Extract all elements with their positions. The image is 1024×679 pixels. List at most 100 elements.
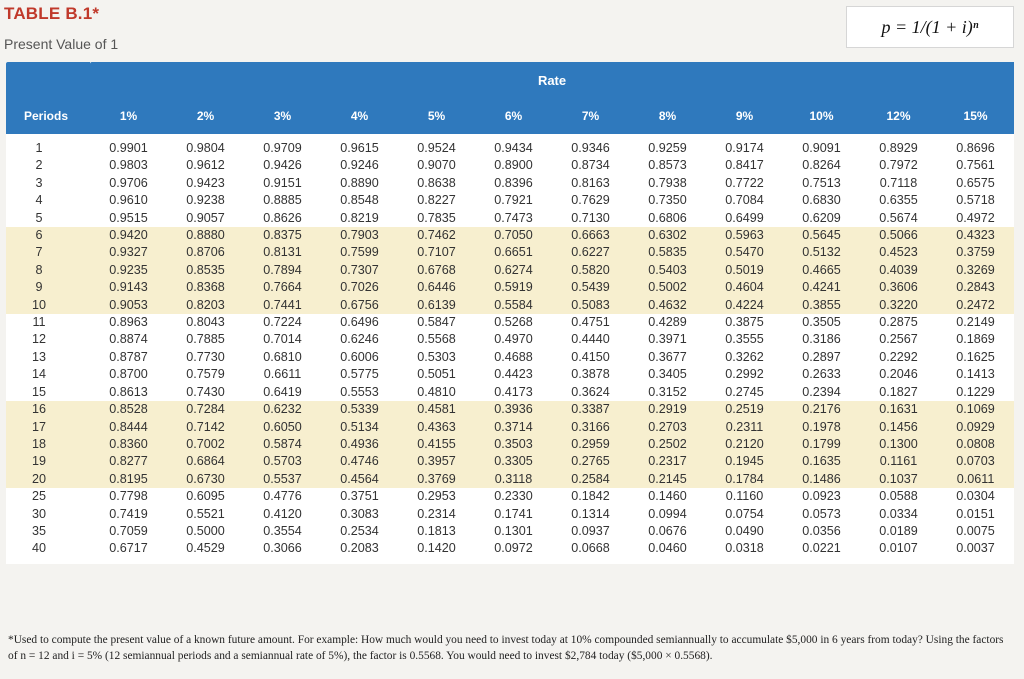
value-cell: 0.9143: [90, 279, 167, 297]
value-cell: 0.7284: [167, 401, 244, 419]
present-value-table: Rate Periods 1% 2% 3% 4% 5% 6% 7% 8% 9% 10% 12% 15%…: [6, 62, 1015, 564]
value-cell: 0.6499: [725, 210, 764, 225]
value-cell: 0.3971: [648, 332, 687, 347]
value-cell: 0.5537: [244, 470, 321, 489]
table-row: 4 0.9610 0.9238 0.8885 0.8548 0.8227 0.7921 0.7…: [6, 192, 1014, 209]
value-cell: 0.4224: [706, 296, 783, 315]
value-cell: 0.3066: [263, 541, 302, 556]
value-cell: 0.4120: [263, 506, 302, 521]
table-row: 35 0.7059 0.5000 0.3554 0.2534 0.1813 0.1301 0.…: [6, 523, 1014, 540]
period-cell: 35: [31, 523, 46, 538]
value-cell: 0.6830: [802, 193, 841, 208]
value-cell: 0.3083: [340, 506, 379, 521]
value-cell: 0.7118: [879, 175, 918, 190]
value-cell: 0.5019: [706, 261, 783, 280]
value-cell: 0.3878: [571, 367, 610, 382]
value-cell: 0.5303: [417, 349, 456, 364]
value-cell: 0.8227: [417, 193, 456, 208]
value-cell: 0.8368: [167, 279, 244, 297]
value-cell: 0.0754: [725, 506, 764, 521]
value-cell: 0.4936: [321, 435, 398, 454]
value-cell: 0.0588: [879, 489, 918, 504]
value-cell: 0.6717: [109, 541, 148, 556]
value-cell: 0.7722: [725, 175, 764, 190]
value-cell: 0.5521: [186, 506, 225, 521]
value-cell: 0.4150: [571, 349, 610, 364]
rate-header-10: 12%: [860, 98, 937, 134]
rate-header-5: 6%: [475, 98, 552, 134]
value-cell: 0.8573: [648, 158, 687, 173]
value-cell: 0.6496: [340, 315, 379, 330]
value-cell: 0.4564: [321, 470, 398, 489]
value-cell: 0.5002: [629, 279, 706, 297]
value-cell: 0.1799: [783, 435, 860, 454]
value-cell: 0.0994: [648, 506, 687, 521]
value-cell: 0.1301: [494, 523, 533, 538]
value-cell: 0.5674: [879, 210, 918, 225]
value-cell: 0.8277: [90, 453, 167, 471]
value-cell: 0.0075: [956, 523, 995, 538]
value-cell: 0.1631: [860, 401, 937, 419]
value-cell: 0.7903: [321, 227, 398, 245]
table-row: 13 0.8787 0.7730 0.6810 0.6006 0.5303 0.4688 0.…: [6, 349, 1014, 366]
value-cell: 0.6730: [167, 470, 244, 489]
value-cell: 0.5134: [321, 418, 398, 436]
value-cell: 0.5403: [629, 261, 706, 280]
value-cell: 0.9612: [186, 158, 225, 173]
value-cell: 0.8535: [167, 261, 244, 280]
value-cell: 0.2176: [783, 401, 860, 419]
value-cell: 0.5874: [244, 435, 321, 454]
value-cell: 0.4423: [494, 367, 533, 382]
value-cell: 0.1413: [956, 367, 995, 382]
value-cell: 0.7430: [186, 384, 225, 399]
value-cell: 0.7938: [648, 175, 687, 190]
value-cell: 0.7107: [398, 244, 475, 262]
value-cell: 0.6611: [263, 367, 302, 382]
period-cell: 20: [6, 470, 90, 489]
rate-header-7: 8%: [629, 98, 706, 134]
value-cell: 0.6419: [263, 384, 302, 399]
value-cell: 0.1161: [860, 453, 937, 471]
value-cell: 0.2875: [879, 315, 918, 330]
rate-header-11: 15%: [937, 98, 1015, 134]
value-cell: 0.7730: [186, 349, 225, 364]
value-cell: 0.6806: [648, 210, 687, 225]
rate-header-0: 1%: [90, 98, 167, 134]
value-cell: 0.7894: [244, 261, 321, 280]
value-cell: 0.1978: [783, 418, 860, 436]
value-cell: 0.8880: [167, 227, 244, 245]
value-cell: 0.7599: [321, 244, 398, 262]
value-cell: 0.2472: [937, 296, 1015, 315]
table-body: 1 0.9901 0.9804 0.9709 0.9615 0.9524 0.9434 0.9…: [6, 134, 1015, 564]
value-cell: 0.6095: [186, 489, 225, 504]
value-cell: 0.8264: [802, 158, 841, 173]
value-cell: 0.4289: [648, 315, 687, 330]
value-cell: 0.8360: [90, 435, 167, 454]
period-cell: 11: [32, 315, 46, 330]
value-cell: 0.0703: [937, 453, 1015, 471]
value-cell: 0.0107: [879, 541, 918, 556]
value-cell: 0.2311: [706, 418, 783, 436]
value-cell: 0.4363: [398, 418, 475, 436]
period-cell: 3: [35, 175, 43, 190]
value-cell: 0.0151: [956, 506, 995, 521]
value-cell: 0.9610: [109, 193, 148, 208]
value-cell: 0.7561: [956, 158, 995, 173]
value-cell: 0.8734: [571, 158, 610, 173]
table-row: 11 0.8963 0.8043 0.7224 0.6496 0.5847 0.5268 0.…: [6, 314, 1014, 331]
value-cell: 0.1456: [860, 418, 937, 436]
rate-header-2: 3%: [244, 98, 321, 134]
table-row: 7 0.9327 0.8706 0.8131 0.7599 0.7107 0.6651 0.6…: [6, 244, 1015, 262]
value-cell: 0.9070: [417, 158, 456, 173]
value-cell: 0.6209: [802, 210, 841, 225]
value-cell: 0.8900: [494, 158, 533, 173]
value-cell: 0.3677: [648, 349, 687, 364]
value-cell: 0.3118: [475, 470, 552, 489]
period-cell: 14: [31, 367, 46, 382]
value-cell: 0.9420: [90, 227, 167, 245]
value-cell: 0.3936: [475, 401, 552, 419]
value-cell: 0.6756: [321, 296, 398, 315]
value-cell: 0.2919: [629, 401, 706, 419]
period-cell: 25: [31, 489, 46, 504]
value-cell: 0.4688: [494, 349, 533, 364]
